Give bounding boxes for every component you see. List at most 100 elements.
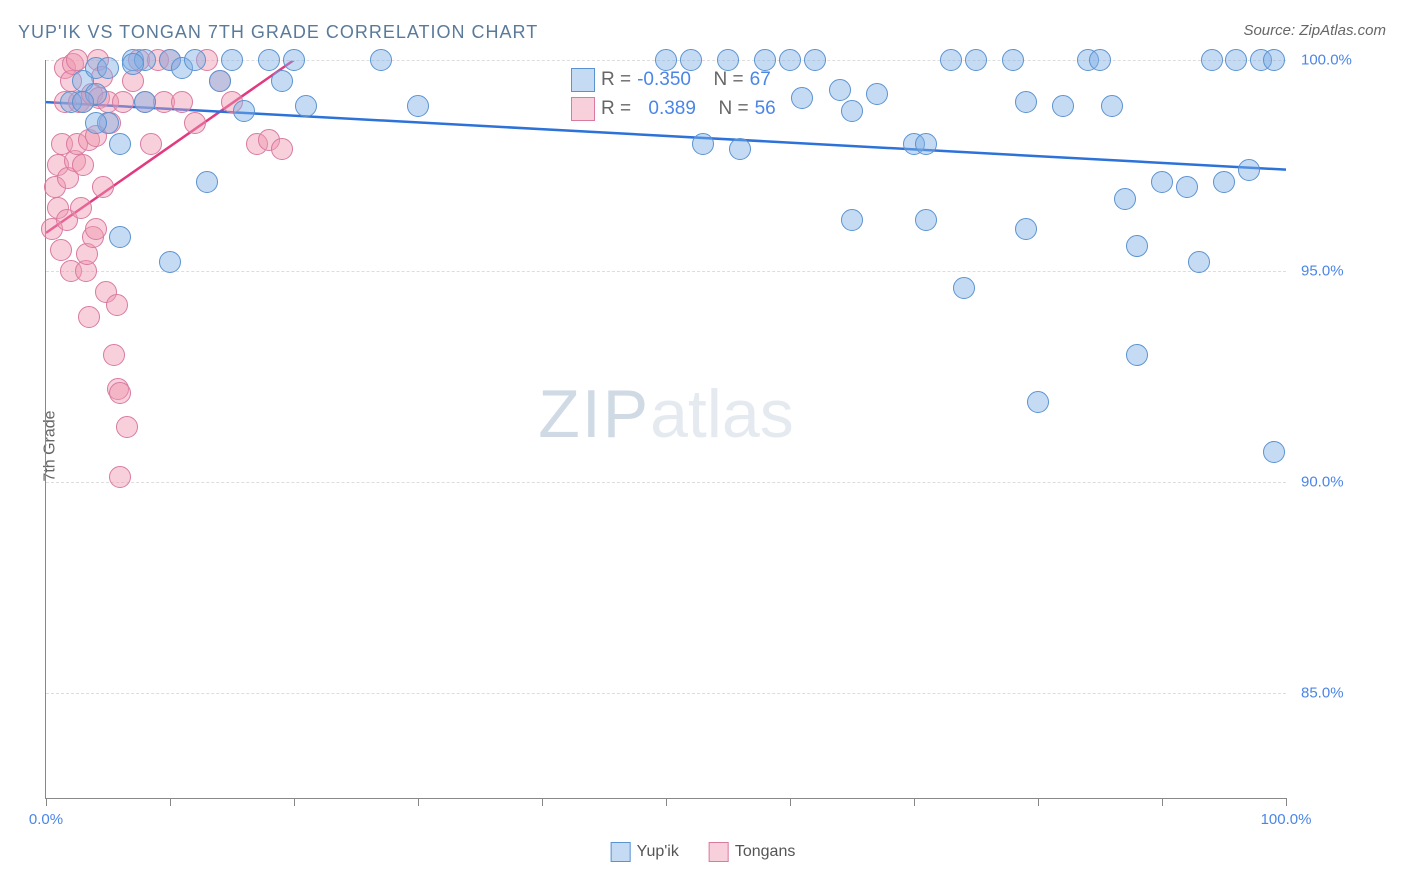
data-point-yupik [97, 57, 119, 79]
data-point-yupik [221, 49, 243, 71]
data-point-yupik [779, 49, 801, 71]
x-tick [418, 798, 419, 806]
y-tick-label: 100.0% [1301, 52, 1391, 69]
legend-swatch-tongans [571, 97, 595, 121]
n-value-tongans: 56 [755, 95, 776, 124]
x-tick [666, 798, 667, 806]
legend-label-yupik: Yup'ik [637, 843, 679, 860]
correlation-legend: R = -0.350 N = 67 R = 0.389 N = 56 [571, 66, 776, 123]
data-point-yupik [283, 49, 305, 71]
data-point-tongans [85, 218, 107, 240]
data-point-yupik [159, 251, 181, 273]
data-point-yupik [915, 133, 937, 155]
data-point-yupik [1002, 49, 1024, 71]
data-point-yupik [184, 49, 206, 71]
data-point-yupik [72, 91, 94, 113]
chart-title: YUP'IK VS TONGAN 7TH GRADE CORRELATION C… [18, 22, 538, 43]
data-point-yupik [841, 100, 863, 122]
trend-lines [46, 60, 1286, 798]
data-point-yupik [109, 133, 131, 155]
x-tick [170, 798, 171, 806]
data-point-yupik [1114, 188, 1136, 210]
x-tick [914, 798, 915, 806]
legend-item-tongans: Tongans [709, 842, 796, 862]
x-tick [1286, 798, 1287, 806]
data-point-yupik [134, 91, 156, 113]
data-point-tongans [271, 138, 293, 160]
legend-item-yupik: Yup'ik [611, 842, 679, 862]
watermark: ZIPatlas [538, 375, 793, 453]
chart-source: Source: ZipAtlas.com [1243, 22, 1386, 39]
data-point-yupik [407, 95, 429, 117]
data-point-tongans [92, 176, 114, 198]
watermark-zip: ZIP [538, 376, 650, 452]
legend-row-yupik: R = -0.350 N = 67 [571, 66, 776, 95]
data-point-yupik [1151, 171, 1173, 193]
data-point-yupik [209, 70, 231, 92]
x-tick [294, 798, 295, 806]
data-point-tongans [103, 344, 125, 366]
legend-swatch-icon [611, 842, 631, 862]
data-point-tongans [109, 466, 131, 488]
data-point-yupik [717, 49, 739, 71]
y-tick-label: 85.0% [1301, 684, 1391, 701]
legend-row-tongans: R = 0.389 N = 56 [571, 95, 776, 124]
data-point-tongans [50, 239, 72, 261]
grid-line [46, 482, 1286, 483]
data-point-yupik [680, 49, 702, 71]
legend-swatch-icon [709, 842, 729, 862]
data-point-tongans [140, 133, 162, 155]
data-point-yupik [940, 49, 962, 71]
grid-line [46, 271, 1286, 272]
data-point-yupik [791, 87, 813, 109]
data-point-tongans [78, 306, 100, 328]
data-point-tongans [184, 112, 206, 134]
data-point-yupik [1052, 95, 1074, 117]
data-point-yupik [1201, 49, 1223, 71]
data-point-yupik [196, 171, 218, 193]
data-point-tongans [70, 197, 92, 219]
n-label: N = [719, 95, 749, 124]
data-point-tongans [72, 154, 94, 176]
chart-container: YUP'IK VS TONGAN 7TH GRADE CORRELATION C… [0, 0, 1406, 892]
r-value-tongans: 0.389 [648, 95, 696, 124]
data-point-yupik [729, 138, 751, 160]
data-point-yupik [1101, 95, 1123, 117]
plot-area: ZIPatlas R = -0.350 N = 67 R = 0.389 N =… [45, 60, 1286, 799]
data-point-yupik [1027, 391, 1049, 413]
data-point-yupik [295, 95, 317, 117]
x-tick [1038, 798, 1039, 806]
legend-swatch-yupik [571, 68, 595, 92]
data-point-yupik [866, 83, 888, 105]
y-tick-label: 95.0% [1301, 262, 1391, 279]
x-tick-label: 100.0% [1261, 811, 1312, 828]
watermark-atlas: atlas [650, 376, 794, 452]
data-point-yupik [1263, 441, 1285, 463]
grid-line [46, 693, 1286, 694]
data-point-yupik [109, 226, 131, 248]
data-point-yupik [692, 133, 714, 155]
data-point-yupik [1015, 218, 1037, 240]
data-point-tongans [171, 91, 193, 113]
series-legend: Yup'ik Tongans [611, 842, 796, 862]
data-point-tongans [112, 91, 134, 113]
data-point-yupik [655, 49, 677, 71]
data-point-yupik [1015, 91, 1037, 113]
data-point-yupik [965, 49, 987, 71]
data-point-yupik [85, 112, 107, 134]
data-point-yupik [1089, 49, 1111, 71]
data-point-yupik [370, 49, 392, 71]
data-point-yupik [1126, 344, 1148, 366]
x-tick [790, 798, 791, 806]
data-point-yupik [841, 209, 863, 231]
data-point-yupik [1213, 171, 1235, 193]
data-point-yupik [1188, 251, 1210, 273]
x-tick-label: 0.0% [29, 811, 63, 828]
data-point-yupik [829, 79, 851, 101]
data-point-tongans [116, 416, 138, 438]
data-point-yupik [804, 49, 826, 71]
data-point-yupik [1238, 159, 1260, 181]
legend-label-tongans: Tongans [735, 843, 796, 860]
x-tick [542, 798, 543, 806]
x-tick [46, 798, 47, 806]
